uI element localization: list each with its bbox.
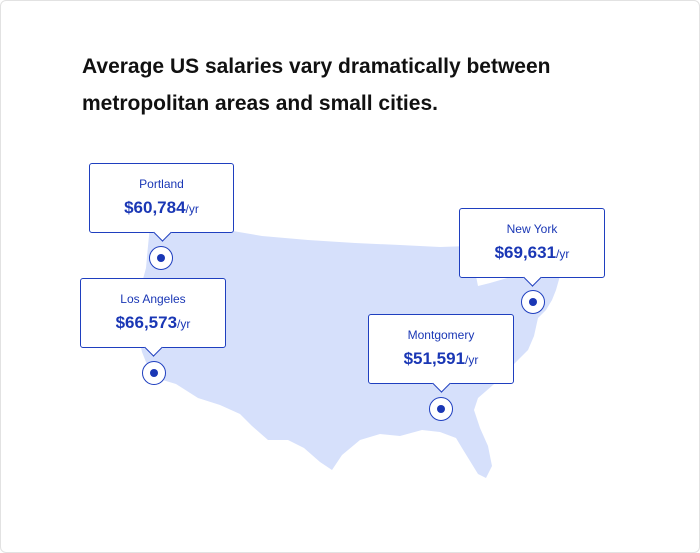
salary-unit: /yr [556,247,570,261]
salary-amount: $51,591 [403,349,466,368]
pin-dot [529,298,537,306]
salary-unit: /yr [185,202,199,216]
pin-dot [437,405,445,413]
pin-new-york[interactable] [521,290,545,314]
pin-los-angeles[interactable] [142,361,166,385]
salary-amount: $66,573 [115,313,178,332]
salary-value: $60,784/yr [90,198,233,218]
salary-value: $69,631/yr [460,243,604,263]
callout-los-angeles[interactable]: Los Angeles $66,573/yr [80,278,226,348]
pin-dot [157,254,165,262]
city-name: New York [506,222,558,236]
callout-new-york[interactable]: New York $69,631/yr [459,208,605,278]
city-name: Montgomery [407,328,475,342]
salary-value: $66,573/yr [81,313,225,333]
salary-value: $51,591/yr [369,349,513,369]
city-name: Los Angeles [120,292,186,306]
salary-unit: /yr [177,317,191,331]
pin-montgomery[interactable] [429,397,453,421]
callout-portland[interactable]: Portland $60,784/yr [89,163,234,233]
callout-montgomery[interactable]: Montgomery $51,591/yr [368,314,514,384]
headline: Average US salaries vary dramatically be… [82,55,551,115]
pin-dot [150,369,158,377]
city-name: Portland [139,177,184,191]
salary-amount: $69,631 [494,243,557,262]
pin-portland[interactable] [149,246,173,270]
us-map-shape [138,224,560,478]
salary-unit: /yr [465,353,479,367]
salary-amount: $60,784 [124,198,186,217]
